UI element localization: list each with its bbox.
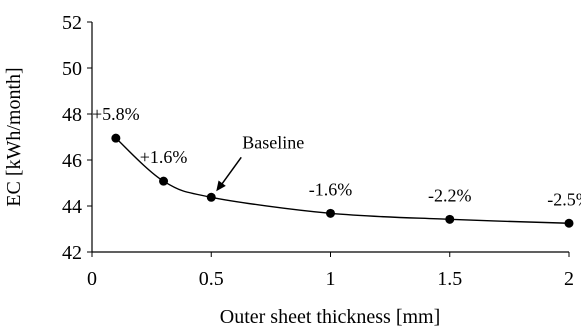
y-tick-label: 46 xyxy=(62,150,82,172)
x-ticks: 0 0.5 1 1.5 2 xyxy=(87,252,574,290)
y-tick-label: 44 xyxy=(62,196,82,218)
data-label: -2.2% xyxy=(428,185,472,205)
baseline-annotation: Baseline xyxy=(216,132,304,192)
baseline-arrow xyxy=(219,156,242,187)
y-axis-title: EC [kWh/month] xyxy=(3,67,25,206)
x-tick-label: 0 xyxy=(87,268,97,290)
data-label: +5.8% xyxy=(92,104,140,124)
data-point xyxy=(326,208,335,218)
baseline-label: Baseline xyxy=(242,132,304,152)
data-label: -1.6% xyxy=(309,179,353,199)
y-tick-label: 50 xyxy=(62,58,82,80)
data-point xyxy=(111,133,121,143)
data-labels: +5.8% +1.6% -1.6% -2.2% -2.5% xyxy=(92,104,581,209)
data-point xyxy=(206,192,216,202)
x-tick-label: 1.5 xyxy=(437,268,462,290)
x-axis-title: Outer sheet thickness [mm] xyxy=(220,306,441,328)
y-ticks: 42 44 46 48 50 52 xyxy=(62,12,92,264)
data-point xyxy=(159,176,169,186)
data-point xyxy=(445,214,455,224)
y-tick-label: 42 xyxy=(62,242,82,264)
x-tick-label: 0.5 xyxy=(199,268,224,290)
baseline-arrowhead xyxy=(216,180,226,192)
x-tick-label: 1 xyxy=(326,268,336,290)
data-label: -2.5% xyxy=(547,189,581,209)
data-points xyxy=(111,133,574,228)
data-point xyxy=(564,218,574,228)
y-tick-label: 48 xyxy=(62,104,82,126)
y-tick-label: 52 xyxy=(62,12,82,34)
data-label: +1.6% xyxy=(140,147,188,167)
x-tick-label: 2 xyxy=(564,268,574,290)
